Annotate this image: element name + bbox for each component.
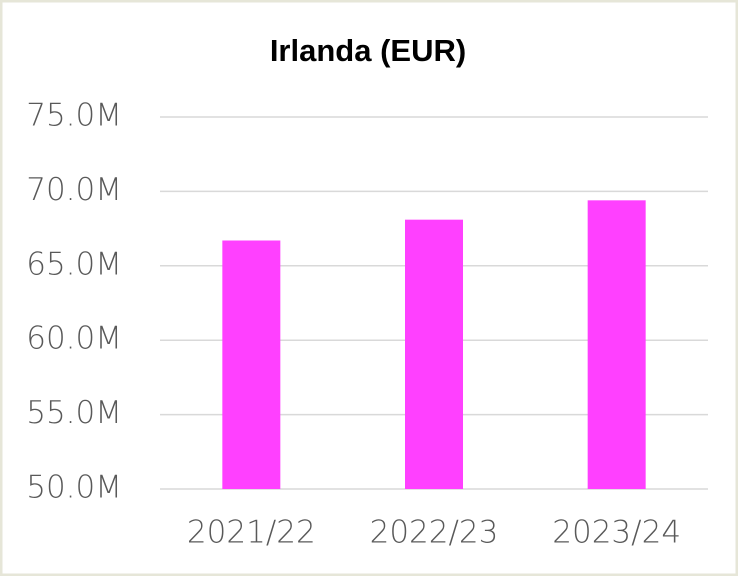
x-tick-label: 2023/24 [552,515,681,551]
y-tick-label: 60.0M [26,321,122,357]
x-tick-label: 2021/22 [187,515,316,551]
x-tick-label: 2022/23 [370,515,499,551]
y-tick-label: 75.0M [26,98,122,134]
y-tick-label: 55.0M [26,395,122,431]
y-tick-label: 65.0M [26,246,122,282]
y-tick-label: 50.0M [26,470,122,506]
bar [587,200,646,489]
bar [405,219,463,489]
y-tick-label: 70.0M [26,172,122,208]
chart-title: Irlanda (EUR) [270,33,466,68]
bar [222,240,281,489]
